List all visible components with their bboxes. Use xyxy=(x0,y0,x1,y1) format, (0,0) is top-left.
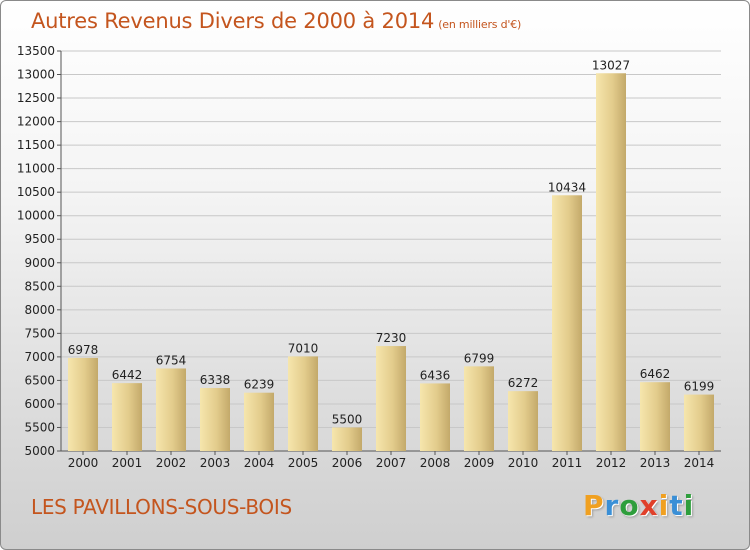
data-label-2003: 6338 xyxy=(200,373,231,387)
y-tick-label: 9000 xyxy=(24,256,55,270)
y-tick-label: 6000 xyxy=(24,397,55,411)
y-tick-label: 12000 xyxy=(17,115,55,129)
x-tick-label-2014: 2014 xyxy=(684,456,715,470)
labels: 6978 2000 6442 2001 6754 2002 6338 2003 6239 2004… xyxy=(68,58,715,470)
bar-2009 xyxy=(464,366,494,451)
y-tick-label: 10500 xyxy=(17,185,55,199)
logo-letter: r xyxy=(604,489,620,522)
bar-2001 xyxy=(112,383,142,451)
x-tick-label-2003: 2003 xyxy=(200,456,231,470)
x-tick-label-2000: 2000 xyxy=(68,456,99,470)
data-label-2005: 7010 xyxy=(288,341,319,355)
data-label-2014: 6199 xyxy=(684,380,715,394)
data-label-2009: 6799 xyxy=(464,351,495,365)
x-tick-label-2012: 2012 xyxy=(596,456,627,470)
data-label-2013: 6462 xyxy=(640,367,671,381)
proxiti-logo[interactable]: Proxiti xyxy=(583,489,694,522)
bars xyxy=(68,73,714,452)
x-tick-label-2010: 2010 xyxy=(508,456,539,470)
bar-2012 xyxy=(596,73,626,452)
logo-letter: o xyxy=(619,489,640,522)
bar-2006 xyxy=(332,427,362,451)
y-tick-label: 13000 xyxy=(17,68,55,82)
y-tick-label: 11000 xyxy=(17,162,55,176)
y-tick-label: 13500 xyxy=(17,44,55,58)
bar-2007 xyxy=(376,346,406,451)
x-tick-label-2008: 2008 xyxy=(420,456,451,470)
bar-2008 xyxy=(420,383,450,451)
x-tick-label-2006: 2006 xyxy=(332,456,363,470)
bar-2004 xyxy=(244,392,274,451)
data-label-2004: 6239 xyxy=(244,378,275,392)
data-label-2012: 13027 xyxy=(592,58,630,72)
y-tick-label: 11500 xyxy=(17,138,55,152)
data-label-2006: 5500 xyxy=(332,412,363,426)
data-label-2008: 6436 xyxy=(420,368,451,382)
logo-letter: i xyxy=(683,489,695,522)
bar-2013 xyxy=(640,382,670,451)
bar-2014 xyxy=(684,394,714,451)
y-tick-label: 7500 xyxy=(24,326,55,340)
x-tick-label-2009: 2009 xyxy=(464,456,495,470)
chart-title: Autres Revenus Divers de 2000 à 2014 (en … xyxy=(31,9,521,33)
x-tick-label-2004: 2004 xyxy=(244,456,275,470)
x-tick-label-2001: 2001 xyxy=(112,456,143,470)
logo-letter: x xyxy=(639,489,659,522)
bar-2003 xyxy=(200,388,230,451)
y-tick-label: 10000 xyxy=(17,209,55,223)
data-label-2000: 6978 xyxy=(68,343,99,357)
x-tick-label-2013: 2013 xyxy=(640,456,671,470)
logo-letter: P xyxy=(583,489,605,522)
y-tick-label: 5000 xyxy=(24,444,55,458)
x-tick-label-2007: 2007 xyxy=(376,456,407,470)
x-tick-label-2011: 2011 xyxy=(552,456,583,470)
y-tick-label: 12500 xyxy=(17,91,55,105)
x-tick-label-2005: 2005 xyxy=(288,456,319,470)
bar-2000 xyxy=(68,357,98,451)
data-label-2011: 10434 xyxy=(548,180,586,194)
y-tick-label: 8000 xyxy=(24,303,55,317)
chart-title-unit: (en milliers d'€) xyxy=(438,18,522,31)
bar-2010 xyxy=(508,391,538,451)
bar-2011 xyxy=(552,195,582,451)
data-label-2010: 6272 xyxy=(508,376,539,390)
bar-2005 xyxy=(288,356,318,451)
bar-2002 xyxy=(156,368,186,451)
data-label-2002: 6754 xyxy=(156,353,187,367)
chart-title-text: Autres Revenus Divers de 2000 à 2014 xyxy=(31,9,435,33)
location-name: LES PAVILLONS-SOUS-BOIS xyxy=(31,495,292,519)
y-tick-label: 8500 xyxy=(24,279,55,293)
y-tick-label: 9500 xyxy=(24,232,55,246)
data-label-2001: 6442 xyxy=(112,368,143,382)
data-label-2007: 7230 xyxy=(376,331,407,345)
logo-letter: i xyxy=(658,489,670,522)
logo-letter: t xyxy=(669,489,684,522)
x-tick-label-2002: 2002 xyxy=(156,456,187,470)
y-tick-label: 6500 xyxy=(24,373,55,387)
y-tick-label: 5500 xyxy=(24,420,55,434)
y-tick-label: 7000 xyxy=(24,350,55,364)
